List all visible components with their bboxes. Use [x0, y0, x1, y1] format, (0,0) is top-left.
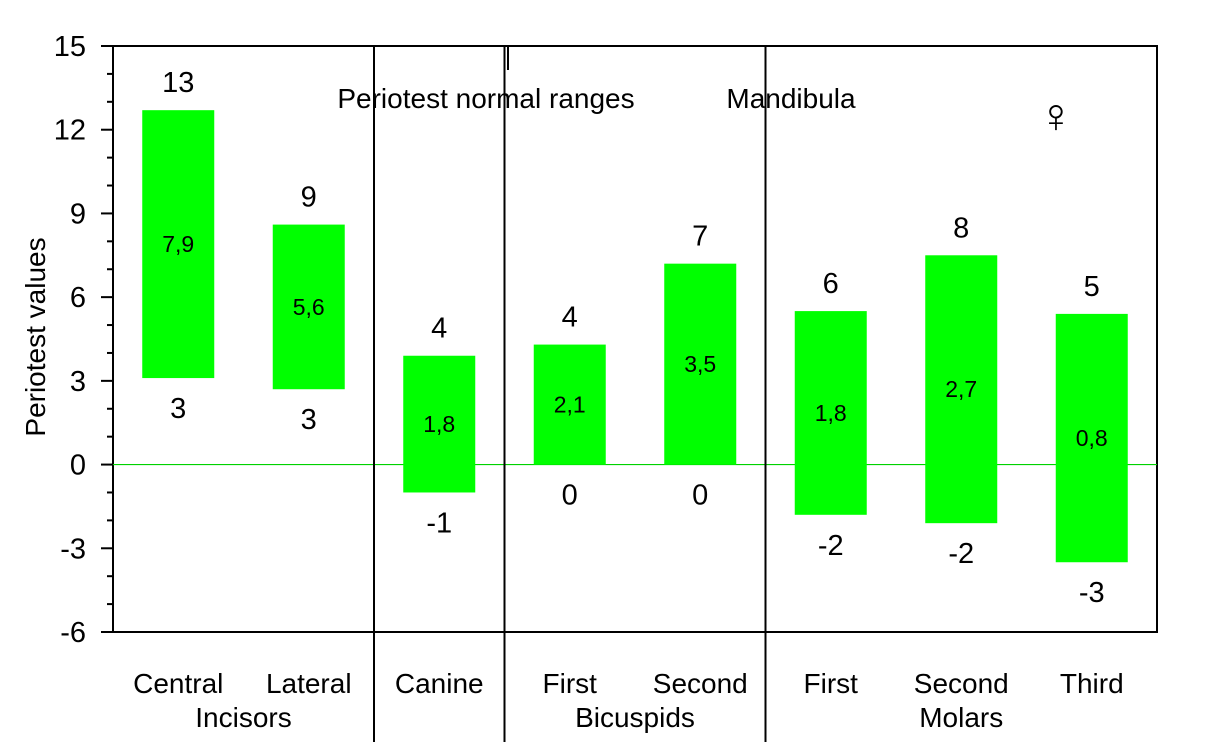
mean-label: 0,8: [1076, 425, 1108, 451]
y-axis-label: Periotest values: [20, 237, 51, 436]
x-category-label: Canine: [395, 668, 484, 699]
y-tick-label: 15: [54, 31, 86, 63]
y-tick-label: 12: [54, 115, 86, 147]
range-bar: [533, 344, 606, 465]
mean-label: 2,1: [554, 392, 586, 418]
y-tick-label: 6: [70, 282, 86, 314]
group-dividers: [373, 46, 767, 742]
chart-title: Periotest normal ranges: [337, 83, 634, 114]
range-bars: [142, 110, 1128, 563]
x-group-label: Incisors: [195, 702, 291, 733]
x-category-label: Lateral: [266, 668, 352, 699]
range-bar: [1055, 313, 1128, 563]
y-tick-label: -3: [60, 533, 86, 565]
x-category-label: Second: [653, 668, 748, 699]
low-label: -2: [948, 538, 974, 570]
high-label: 4: [562, 302, 578, 334]
x-axis-labels: Central Lateral Canine First Second First Seco…: [133, 668, 1124, 733]
x-group-label: Molars: [919, 702, 1003, 733]
low-label: -1: [426, 507, 452, 539]
high-label: 6: [823, 268, 839, 300]
low-label: 0: [562, 480, 578, 512]
low-label: -2: [818, 530, 844, 562]
y-tick-label: 0: [70, 450, 86, 482]
range-bar: [272, 224, 345, 390]
y-axis: 15 12 9 6 3 0 -3 -6: [54, 31, 113, 649]
mean-label: 7,9: [162, 231, 194, 257]
x-category-label: Third: [1060, 668, 1124, 699]
y-tick-label: 9: [70, 198, 86, 230]
x-category-label: Central: [133, 668, 223, 699]
mean-label: 1,8: [423, 411, 455, 437]
x-category-label: Second: [914, 668, 1009, 699]
low-label: 3: [301, 404, 317, 436]
range-bar: [403, 355, 476, 493]
mean-label: 1,8: [815, 400, 847, 426]
x-category-label: First: [543, 668, 598, 699]
bar-labels: 13 3 7,9 9 3 5,6 4 -1 1,8 4 0 2,1 7 0 3,5 6 -2 1,8 8 -2 2,7 5…: [162, 67, 1108, 609]
x-group-label: Bicuspids: [575, 702, 695, 733]
x-category-label: First: [804, 668, 859, 699]
high-label: 4: [431, 313, 447, 345]
high-label: 9: [301, 182, 317, 214]
range-bar: [794, 311, 867, 515]
plot-frame: [112, 45, 1158, 633]
high-label: 13: [162, 67, 194, 99]
high-label: 7: [692, 221, 708, 253]
range-bar: [664, 263, 737, 465]
high-label: 8: [953, 212, 969, 244]
low-label: -3: [1079, 577, 1105, 609]
low-label: 0: [692, 480, 708, 512]
mean-label: 3,5: [684, 351, 716, 377]
female-symbol: ♀: [1038, 90, 1074, 143]
chart-subtitle: Mandibula: [726, 83, 856, 114]
y-tick-label: -6: [60, 617, 86, 649]
high-label: 5: [1084, 271, 1100, 303]
mean-label: 5,6: [293, 294, 325, 320]
y-tick-label: 3: [70, 366, 86, 398]
low-label: 3: [170, 393, 186, 425]
range-bar: [925, 255, 998, 524]
mean-label: 2,7: [945, 376, 977, 402]
range-bar: [142, 110, 215, 379]
